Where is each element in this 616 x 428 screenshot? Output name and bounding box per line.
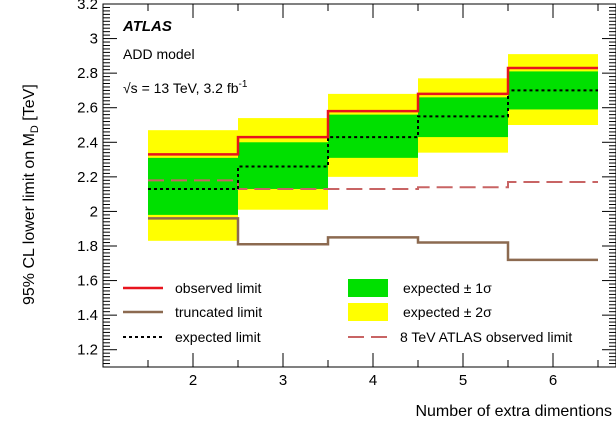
legend-label-observed: observed limit: [175, 280, 261, 296]
energy-label-main: √s = 13 TeV, 3.2 fb: [123, 80, 239, 96]
legend-label-two-sigma: expected ± 2σ: [403, 304, 492, 320]
legend-swatch-two-sigma: [348, 303, 388, 321]
series-line-observed: [148, 66, 598, 156]
y-tick-label: 1.6: [77, 273, 98, 290]
y-tick-label: 2.2: [77, 169, 98, 186]
series-line-expected: [148, 89, 598, 190]
atlas-label: ATLAS: [122, 18, 172, 35]
x-tick-label: 3: [279, 372, 287, 389]
legend-label-expected: expected limit: [175, 329, 261, 345]
series-line-run1: [148, 179, 598, 190]
legend-label-one-sigma: expected ± 1σ: [403, 280, 492, 296]
y-axis-title-main: 95% CL lower limit on M: [21, 133, 38, 305]
x-tick-label: 5: [459, 372, 467, 389]
y-tick-label: 2.8: [77, 65, 98, 82]
energy-label-sup: -1: [239, 79, 248, 90]
y-tick-label: 1.2: [77, 342, 98, 359]
legend-label-run1: 8 TeV ATLAS observed limit: [400, 329, 572, 345]
y-axis-title-unit: [TeV]: [21, 84, 38, 125]
band-one-sigma-n5: [418, 97, 508, 138]
y-axis-title-sub: D: [29, 125, 41, 133]
plot-frame: [102, 3, 616, 368]
band-one-sigma-n6: [508, 71, 598, 110]
y-tick-label: 2.4: [77, 134, 98, 151]
legend: observed limit truncated limit expected li…: [123, 279, 572, 345]
x-axis-title: Number of extra dimentions: [415, 403, 612, 420]
y-tick-label: 1.4: [77, 307, 98, 324]
tick-labels-layer: 1.2 1.4 1.6 1.8 2 2.2 2.4 2.6 2.8 3 3.2 2 3 4 5 6: [77, 0, 557, 389]
y-axis-title: 95% CL lower limit on MD [TeV]: [21, 84, 41, 305]
x-tick-label: 4: [369, 372, 377, 389]
y-tick-label: 2: [90, 203, 98, 220]
y-tick-label: 1.8: [77, 238, 98, 255]
y-tick-label: 2.6: [77, 100, 98, 117]
y-tick-label: 3: [90, 31, 98, 48]
y-tick-label: 3.2: [77, 0, 98, 13]
lines-layer: [148, 66, 598, 262]
model-label: ADD model: [123, 46, 195, 62]
legend-label-truncated: truncated limit: [175, 304, 262, 320]
energy-label: √s = 13 TeV, 3.2 fb-1: [123, 79, 248, 96]
series-line-truncated: [148, 217, 598, 262]
x-tick-label: 2: [189, 372, 197, 389]
legend-swatch-one-sigma: [348, 279, 388, 297]
band-one-sigma-n2: [148, 157, 238, 215]
x-tick-label: 6: [549, 372, 557, 389]
